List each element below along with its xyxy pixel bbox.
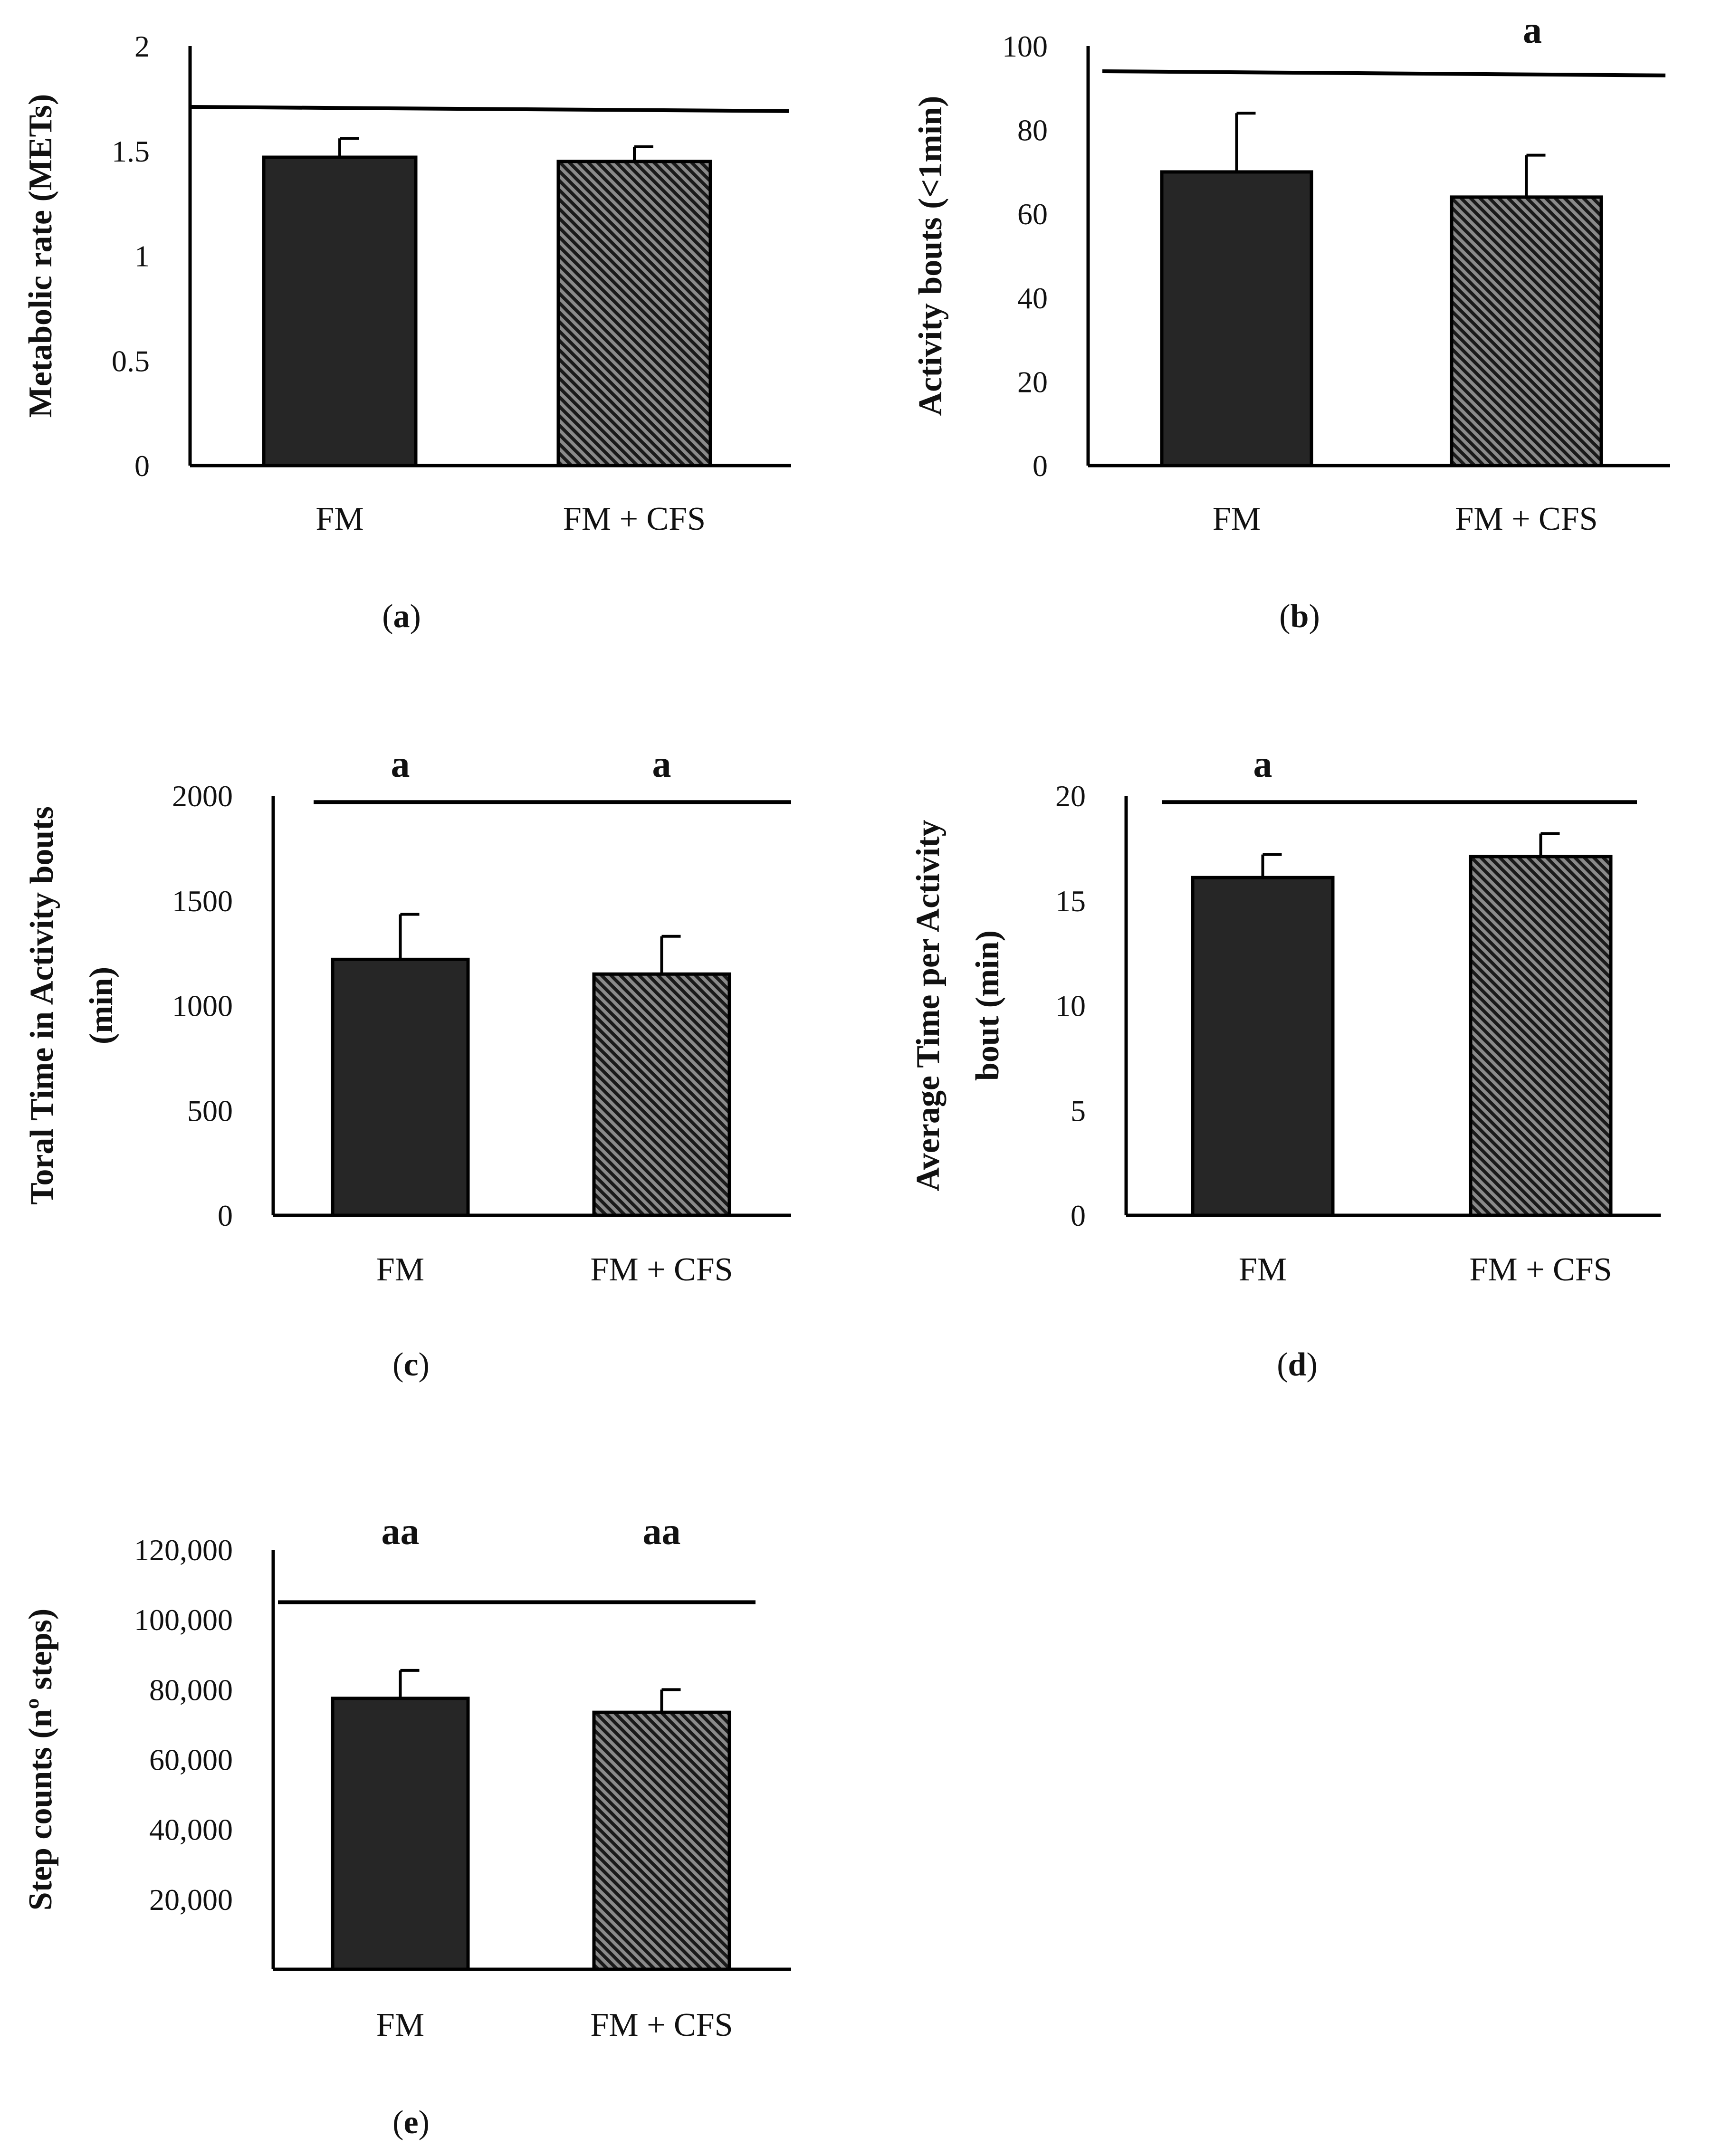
- panel-a: 0 0.5 1 1.5 2 FM FM + CFS Metabolic rate (METs)…: [22, 29, 791, 635]
- y-tick-label: 80: [1017, 114, 1048, 147]
- caption-letter: e: [403, 2104, 418, 2141]
- reference-line: [1102, 69, 1666, 77]
- y-axis-label: Average Time per Activity: [910, 820, 947, 1191]
- caption-letter: d: [1288, 1346, 1307, 1383]
- y-tick-label: 20: [1055, 779, 1086, 813]
- bar-fm: [1160, 170, 1313, 467]
- x-category-label: FM: [316, 501, 363, 537]
- bar-fm: [262, 155, 418, 467]
- reference-line: [190, 105, 789, 113]
- y-tick-label: 0: [218, 1199, 233, 1232]
- bar-fm: [331, 957, 470, 1217]
- x-category-label: FM: [1213, 501, 1261, 537]
- panel-b: 0 20 40 60 80 100 FM FM + CFS a Activity bouts (<…: [912, 10, 1670, 635]
- caption-letter: b: [1291, 598, 1309, 635]
- y-tick-label: 0.5: [112, 344, 150, 378]
- significance-label: a: [1523, 10, 1542, 51]
- y-tick-label: 0: [1071, 1199, 1086, 1232]
- x-category-label: FM + CFS: [590, 1251, 733, 1288]
- x-category-label: FM + CFS: [1469, 1251, 1612, 1288]
- panel-caption: (a): [382, 598, 421, 635]
- panel-caption: (e): [392, 2104, 430, 2141]
- caption-open: (: [392, 1346, 403, 1383]
- bar-fm-cfs: [556, 160, 712, 467]
- significance-label: aa: [643, 1511, 681, 1553]
- y-tick-label: 0: [134, 449, 150, 483]
- x-category-label: FM + CFS: [590, 2007, 733, 2043]
- x-category-label: FM: [376, 2007, 424, 2043]
- y-tick-label: 2: [134, 29, 150, 63]
- y-tick-label: 100: [1002, 29, 1048, 63]
- caption-open: (: [1277, 1346, 1288, 1383]
- panel-c: 0 500 1000 1500 2000 FM FM + CFS a a Toral Time i…: [24, 744, 791, 1383]
- y-tick-label: 15: [1055, 884, 1086, 918]
- significance-label: aa: [382, 1511, 420, 1553]
- y-axis-label: bout (min): [969, 930, 1006, 1081]
- caption-close: ): [419, 1346, 430, 1383]
- panel-d: 0 5 10 15 20 FM FM + CFS a Average Time per Acti…: [910, 744, 1661, 1383]
- significance-label: a: [1253, 744, 1272, 785]
- significance-label: a: [652, 744, 671, 785]
- bar-fm-cfs: [1469, 855, 1613, 1217]
- caption-close: ): [1309, 598, 1320, 635]
- bar-fm-cfs: [592, 1710, 731, 1971]
- caption-open: (: [392, 2104, 403, 2141]
- x-category-label: FM + CFS: [1455, 501, 1597, 537]
- significance-label: a: [391, 744, 410, 785]
- y-tick-label: 2000: [172, 779, 233, 813]
- y-tick-label: 80,000: [149, 1673, 233, 1707]
- y-tick-label: 1500: [172, 884, 233, 918]
- caption-letter: c: [403, 1346, 418, 1383]
- y-tick-label: 500: [187, 1094, 233, 1127]
- y-tick-label: 5: [1071, 1094, 1086, 1127]
- y-tick-label: 60: [1017, 197, 1048, 231]
- caption-close: ): [419, 2104, 430, 2141]
- y-tick-label: 10: [1055, 989, 1086, 1023]
- panel-caption: (d): [1277, 1346, 1318, 1383]
- x-category-label: FM: [376, 1251, 424, 1288]
- panel-e: 20,000 40,000 60,000 80,000 100,000 120,000 FM…: [22, 1511, 791, 2141]
- x-category-label: FM: [1239, 1251, 1287, 1288]
- panel-caption: (b): [1279, 598, 1320, 635]
- bar-fm-cfs: [592, 972, 731, 1217]
- panel-caption: (c): [392, 1346, 430, 1383]
- y-tick-label: 120,000: [134, 1533, 233, 1567]
- y-axis-label: Metabolic rate (METs): [22, 94, 59, 418]
- caption-close: ): [1306, 1346, 1317, 1383]
- y-tick-label: 0: [1033, 449, 1048, 483]
- y-tick-label: 40: [1017, 281, 1048, 315]
- y-axis-label: (min): [83, 967, 120, 1044]
- y-tick-label: 60,000: [149, 1743, 233, 1777]
- y-axis-label: Activity bouts (<1min): [912, 96, 949, 416]
- y-axis-label: Step counts (nº steps): [22, 1609, 59, 1911]
- y-tick-label: 1.5: [112, 134, 150, 168]
- y-tick-label: 1000: [172, 989, 233, 1023]
- caption-letter: a: [393, 598, 410, 635]
- y-tick-label: 20: [1017, 365, 1048, 399]
- x-category-label: FM + CFS: [563, 501, 706, 537]
- y-tick-label: 100,000: [134, 1603, 233, 1637]
- y-tick-label: 1: [134, 239, 150, 273]
- caption-close: ): [410, 598, 421, 635]
- y-tick-label: 20,000: [149, 1883, 233, 1917]
- bar-fm: [1191, 876, 1335, 1217]
- caption-open: (: [382, 598, 393, 635]
- y-tick-label: 40,000: [149, 1813, 233, 1847]
- caption-open: (: [1279, 598, 1290, 635]
- y-axis-label: Toral Time in Activity bouts: [24, 806, 60, 1205]
- bar-fm-cfs: [1450, 195, 1603, 467]
- bar-fm: [331, 1697, 470, 1971]
